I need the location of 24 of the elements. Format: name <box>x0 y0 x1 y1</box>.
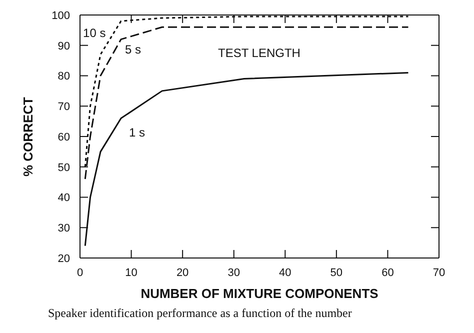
x-axis-title: NUMBER OF MIXTURE COMPONENTS <box>140 286 379 301</box>
x-tick-label: 0 <box>76 266 84 279</box>
x-tick-label: 10 <box>125 266 138 279</box>
x-tick-label: 70 <box>432 266 446 279</box>
x-tick-label: 50 <box>330 266 343 279</box>
text: Speaker identification performance as a function of the number <box>48 306 352 321</box>
y-tick-label: 40 <box>58 192 70 204</box>
y-tick-label: 50 <box>58 162 70 174</box>
y-tick-label: 60 <box>58 131 70 144</box>
series-label: 1 s <box>129 125 146 140</box>
y-tick-label: 30 <box>58 222 70 235</box>
series-label: 5 s <box>125 42 142 56</box>
annotation: TEST LENGTH <box>218 46 300 60</box>
y-tick-label: 90 <box>58 40 70 52</box>
x-tick-label: 60 <box>382 266 394 279</box>
y-tick-label: 100 <box>52 10 70 22</box>
x-tick-label: 20 <box>176 266 189 279</box>
y-tick-label: 70 <box>58 101 70 114</box>
y-tick-label: 80 <box>58 70 70 83</box>
x-tick-label: 40 <box>279 266 292 279</box>
y-axis-title: % CORRECT <box>20 96 36 176</box>
x-tick-label: 30 <box>228 266 240 279</box>
y-tick-label: 20 <box>58 252 70 265</box>
series-label: 10 s <box>83 26 106 40</box>
